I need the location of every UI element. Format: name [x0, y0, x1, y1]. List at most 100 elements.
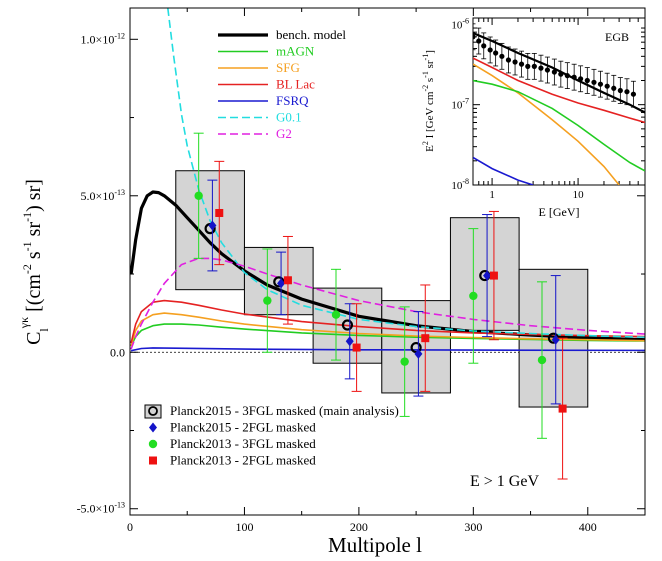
point-diamond: [551, 334, 560, 345]
inset-point: [571, 74, 577, 80]
legend-series-label: Planck2015 - 3FGL masked (main analysis): [170, 403, 399, 418]
legend-marker-diamond: [149, 422, 157, 433]
point-circle: [400, 357, 409, 366]
inset-point: [512, 59, 518, 65]
legend-label: SFG: [276, 60, 300, 75]
main-tick-labels: 0 100 200 300 400 -5.0×10-13​ 0.0 5.0×10-13​ 1.0…: [77, 31, 597, 534]
inset-axes-ticks: [472, 18, 646, 186]
bin-box: [381, 300, 451, 394]
point-diamond: [483, 270, 492, 281]
inset-curve-FSRQ: [473, 156, 534, 185]
point-square: [489, 271, 498, 280]
inset-x-axis-title: E [GeV]: [539, 205, 580, 219]
inset-point: [597, 81, 604, 87]
point-square: [283, 276, 292, 285]
inset-point: [630, 91, 637, 97]
legend-label: G0.1: [276, 110, 302, 125]
legend-marker-open-circle: [148, 406, 158, 416]
main-plot-frame: [129, 7, 646, 516]
inset-curve-SFG: [473, 63, 620, 185]
point-circle: [331, 310, 341, 319]
x-tick-label: 0: [127, 520, 133, 534]
inset-point: [544, 67, 551, 73]
svg-text:Clγκ [(cm-2 s-1 sr-1) sr]: Clγκ [(cm-2 s-1 sr-1) sr]: [17, 179, 51, 345]
point-open-circle: [341, 319, 354, 331]
inset-point: [487, 47, 493, 53]
x-axis-title: Multipole l: [328, 533, 422, 557]
x-tick-label: 100: [235, 520, 253, 534]
inset-y-tick-label: 10-6​: [451, 16, 469, 31]
y-tick-label: 0.0: [110, 345, 125, 359]
inset-point: [481, 43, 487, 49]
svg-text:E2 I [GeV cm-2 s-1 sr-1]: E2 I [GeV cm-2 s-1 sr-1]: [421, 50, 436, 152]
legend-marker-circle: [148, 439, 158, 449]
inset-point: [505, 57, 512, 63]
inset-point: [617, 87, 623, 94]
data-points: [193, 132, 568, 480]
legend-label: FSRQ: [276, 93, 309, 108]
legend-series-label: Planck2015 - 2FGL masked: [170, 420, 316, 435]
inset-point: [584, 77, 590, 84]
inset-point: [624, 89, 630, 95]
inset-curve-BLLac: [473, 57, 645, 124]
model-curve-BLLac: [130, 299, 645, 344]
inset-x-tick-label: 10: [573, 189, 585, 201]
model-curve-FSRQ: [130, 347, 645, 352]
y-tick-label: -5.0×10-13​: [77, 501, 125, 516]
inset-point: [493, 50, 499, 56]
inset-y-tick-label: 10-8​: [451, 177, 469, 192]
legend-label: BL Lac: [276, 77, 315, 92]
point-square: [215, 208, 224, 217]
model-curve-G01: [167, 8, 645, 338]
legend-label: G2: [276, 126, 292, 141]
x-tick-label: 300: [464, 520, 482, 534]
point-diamond: [345, 336, 354, 347]
inset-curves: [473, 31, 645, 185]
inset-point: [518, 61, 525, 67]
inset-point: [473, 34, 476, 40]
inset-point: [604, 83, 610, 89]
marker-legend: Planck2015 - 3FGL masked (main analysis)…: [144, 403, 399, 468]
inset-point: [499, 53, 505, 59]
point-square: [558, 404, 567, 413]
inset-point: [591, 79, 597, 85]
legend-label: bench. model: [276, 27, 346, 42]
inset-point: [611, 85, 617, 91]
inset-point: [476, 38, 482, 44]
y-tick-label: 5.0×10-13​: [81, 188, 125, 203]
inset-point: [538, 65, 544, 71]
model-curves: [130, 8, 645, 352]
point-diamond: [208, 220, 217, 231]
inset-y-tick-label: 10-7​: [451, 97, 469, 112]
inset-title: EGB: [605, 30, 629, 44]
bin-box: [175, 170, 245, 291]
point-diamond: [277, 278, 286, 289]
inset-point: [551, 69, 557, 75]
legend-series-label: Planck2013 - 3FGL masked: [170, 436, 316, 451]
inset-point: [525, 63, 531, 69]
inset-point: [531, 63, 537, 69]
inset-y-axis-title: E2 I [GeV cm-2 s-1 sr-1]: [421, 50, 436, 152]
inset-x-tick-label: 1: [489, 189, 495, 201]
point-square: [421, 334, 430, 343]
point-circle: [537, 355, 547, 365]
model-curve-SFG: [130, 312, 645, 347]
legend-marker-square: [149, 456, 157, 465]
y-tick-label: 1.0×10-12​: [81, 31, 125, 46]
legend-series-label: Planck2013 - 2FGL masked: [170, 453, 316, 468]
point-circle: [469, 291, 478, 301]
y-axis-title: Clγκ [(cm-2 s-1 sr-1) sr]: [17, 179, 51, 345]
x-tick-label: 200: [350, 520, 368, 534]
point-diamond: [414, 348, 423, 359]
inset-tick-labels: 1 10 10-8​ 10-7​ 10-6​: [451, 16, 584, 201]
inset-point: [558, 71, 564, 77]
model-curve-G2: [130, 257, 645, 350]
point-square: [352, 343, 361, 352]
energy-annotation: E > 1 GeV: [470, 473, 539, 490]
x-tick-label: 400: [579, 520, 597, 534]
point-circle: [263, 296, 272, 305]
inset-point: [578, 76, 584, 82]
point-circle: [194, 191, 203, 200]
